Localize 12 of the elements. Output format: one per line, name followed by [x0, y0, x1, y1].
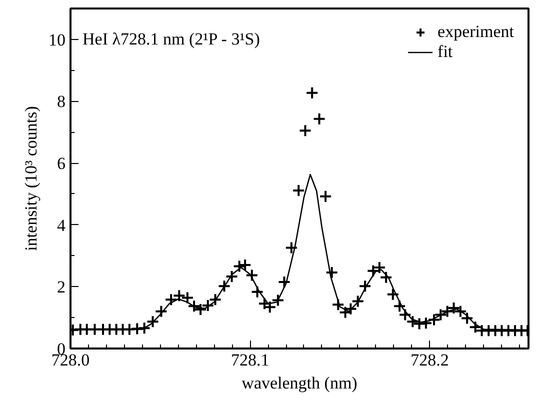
x-tick-label: 728.1	[230, 350, 270, 370]
annotation: HeI λ728.1 nm (2¹P - 3¹S)	[82, 30, 260, 48]
y-tick-label: 8	[57, 92, 66, 112]
y-tick-label: 4	[57, 216, 66, 235]
legend-label: experiment	[438, 22, 514, 42]
y-tick-label: 6	[57, 154, 66, 174]
x-axis-title: wavelength (nm)	[242, 374, 358, 392]
y-tick-label: 10	[48, 30, 66, 50]
y-tick-label: 2	[57, 278, 66, 297]
x-tick-label: 728.2	[410, 350, 449, 370]
y-axis-title: intensity (10³ counts)	[22, 106, 40, 251]
legend-label: fit	[438, 42, 454, 62]
